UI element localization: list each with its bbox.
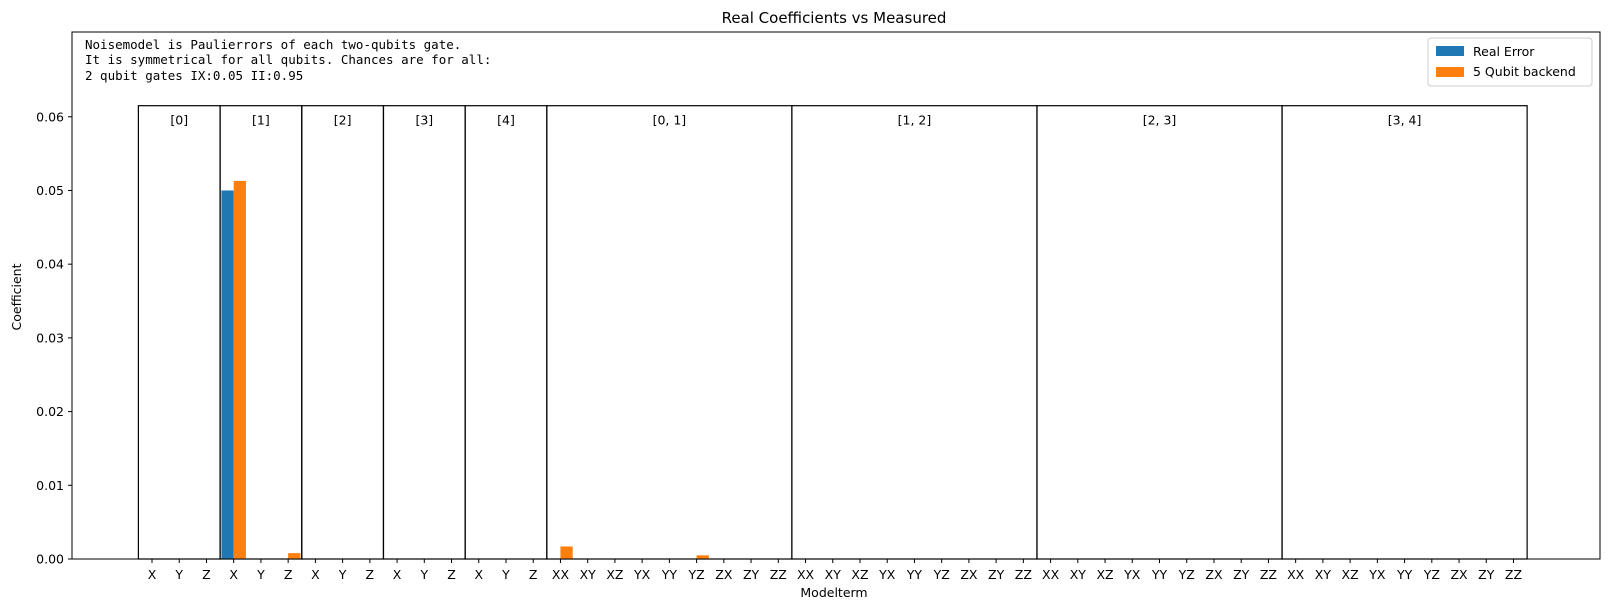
bar-5-qubit-backend	[233, 180, 246, 559]
noise-model-annotation: Noisemodel is Paulierrors of each two-qu…	[85, 37, 491, 83]
axes-frame	[71, 31, 1601, 560]
annotation-line: 2 qubit gates IX:0.05 II:0.95	[85, 68, 303, 83]
legend-label-real-error: Real Error	[1473, 44, 1535, 59]
group-label: [4]	[497, 113, 515, 128]
y-tick-label: 0.05	[36, 183, 64, 198]
legend-swatch-real-error	[1436, 46, 1464, 56]
x-tick-label: ZZ	[770, 567, 787, 582]
annotation-line: Noisemodel is Paulierrors of each two-qu…	[85, 37, 461, 52]
chart-title: Real Coefficients vs Measured	[722, 9, 947, 27]
x-tick-label: XZ	[1342, 567, 1359, 582]
x-tick-label: ZY	[988, 567, 1005, 582]
x-tick-label: Z	[284, 567, 293, 582]
x-tick-label: Y	[419, 567, 428, 582]
x-tick-label: YZ	[933, 567, 950, 582]
x-tick-label: YZ	[1178, 567, 1195, 582]
bar-5-qubit-backend	[288, 553, 301, 559]
group-box	[546, 105, 793, 560]
x-tick-label: Y	[338, 567, 347, 582]
chart-legend: Real Error 5 Qubit backend	[1427, 37, 1593, 87]
x-tick-label: X	[148, 567, 157, 582]
annotation-line: It is symmetrical for all qubits. Chance…	[85, 52, 491, 67]
bar-5-qubit-backend	[560, 546, 573, 559]
x-tick-label: ZY	[743, 567, 760, 582]
x-tick-label: YX	[633, 567, 651, 582]
group-label: [1, 2]	[898, 113, 932, 128]
group-label: [0, 1]	[653, 113, 687, 128]
group-box	[791, 105, 1038, 560]
x-tick-label: YY	[906, 567, 923, 582]
x-tick-label: ZX	[715, 567, 733, 582]
x-tick-label: ZX	[1450, 567, 1468, 582]
x-tick-label: Z	[447, 567, 456, 582]
x-tick-label: Z	[202, 567, 211, 582]
legend-frame	[1427, 37, 1593, 87]
group-label: [3]	[415, 113, 433, 128]
legend-label-5-qubit-backend: 5 Qubit backend	[1473, 64, 1576, 79]
x-tick-label: ZY	[1478, 567, 1495, 582]
x-tick-label: XZ	[606, 567, 623, 582]
x-tick-label: XX	[1287, 567, 1305, 582]
bar-5-qubit-backend	[696, 555, 709, 559]
x-tick-label: XX	[797, 567, 815, 582]
x-tick-label: X	[311, 567, 320, 582]
x-tick-label: ZZ	[1015, 567, 1032, 582]
x-tick-label: ZX	[960, 567, 978, 582]
group-box	[1281, 105, 1528, 560]
x-tick-label: XZ	[851, 567, 868, 582]
group-label: [3, 4]	[1388, 113, 1422, 128]
y-axis-label: Coefficient	[9, 263, 24, 330]
x-tick-label: XX	[1042, 567, 1060, 582]
group-label: [2]	[334, 113, 352, 128]
x-tick-label: ZZ	[1505, 567, 1522, 582]
y-tick-label: 0.02	[36, 404, 64, 419]
group-box	[1036, 105, 1283, 560]
x-axis-label: Modelterm	[800, 585, 867, 600]
x-tick-label: Z	[529, 567, 538, 582]
x-tick-label: XY	[825, 567, 842, 582]
x-tick-label: YZ	[1423, 567, 1440, 582]
x-tick-label: Y	[256, 567, 265, 582]
x-tick-label: ZZ	[1260, 567, 1277, 582]
x-tick-label: Y	[501, 567, 510, 582]
x-tick-label: YZ	[687, 567, 704, 582]
legend-swatch-5-qubit-backend	[1436, 67, 1464, 77]
x-tick-label: YX	[1368, 567, 1386, 582]
x-tick-label: X	[474, 567, 483, 582]
x-tick-label: Z	[366, 567, 375, 582]
y-tick-label: 0.06	[36, 109, 64, 124]
y-tick-label: 0.01	[36, 478, 64, 493]
x-tick-label: YX	[1123, 567, 1141, 582]
x-tick-label: XY	[580, 567, 597, 582]
y-tick-label: 0.04	[36, 257, 64, 272]
x-tick-label: XY	[1070, 567, 1087, 582]
x-tick-label: X	[229, 567, 238, 582]
x-tick-label: YX	[878, 567, 896, 582]
group-label: [0]	[170, 113, 188, 128]
x-tick-label: XZ	[1096, 567, 1113, 582]
group-box	[137, 105, 221, 560]
x-tick-label: ZY	[1233, 567, 1250, 582]
group-label: [2, 3]	[1143, 113, 1177, 128]
x-tick-label: YY	[661, 567, 678, 582]
x-tick-label: YY	[1151, 567, 1168, 582]
x-tick-label: XY	[1315, 567, 1332, 582]
group-label: [1]	[252, 113, 270, 128]
group-box	[382, 105, 466, 560]
x-tick-label: X	[393, 567, 402, 582]
x-tick-label: Y	[174, 567, 183, 582]
x-tick-label: XX	[552, 567, 570, 582]
group-box	[464, 105, 548, 560]
y-tick-label: 0.00	[36, 552, 64, 567]
x-tick-label: YY	[1396, 567, 1413, 582]
group-box	[301, 105, 385, 560]
x-tick-label: ZX	[1205, 567, 1223, 582]
plot-area: [0] [1] [2] [3] [4] [0, 1] [1, 2] [2, 3] [3, 4] 0…	[36, 31, 1601, 582]
y-tick-label: 0.03	[36, 330, 64, 345]
bar-real-error	[221, 190, 234, 559]
